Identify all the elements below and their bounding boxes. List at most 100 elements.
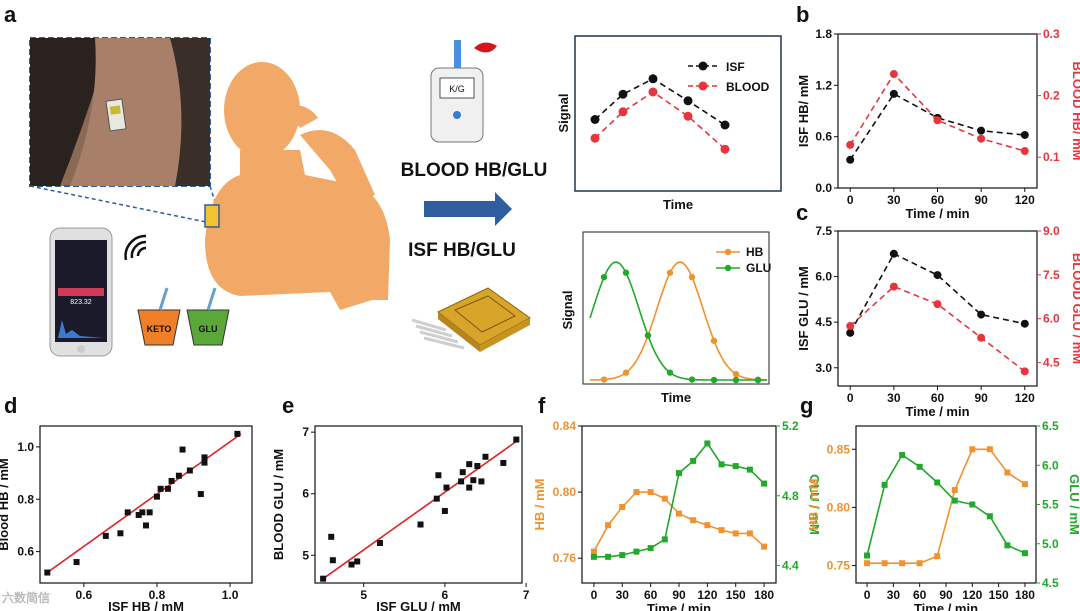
glu-cup-label: GLU bbox=[199, 324, 218, 334]
f-data-point bbox=[761, 480, 768, 487]
g-y2label: GLU / mM bbox=[1067, 474, 1080, 535]
f-data-point bbox=[619, 503, 626, 510]
d-xtick-label: 0.8 bbox=[149, 588, 166, 602]
g-data-point bbox=[916, 463, 923, 470]
schematic-bottom-data-point bbox=[622, 269, 630, 276]
b-ytick-label: 1.8 bbox=[815, 27, 832, 41]
g-data-point bbox=[899, 452, 906, 459]
f-data-point bbox=[690, 517, 697, 524]
schematic-bottom-xlabel: Time bbox=[661, 390, 691, 405]
wireless-icon bbox=[124, 234, 147, 261]
e-data-point bbox=[435, 472, 442, 479]
b-xtick-label: 30 bbox=[887, 193, 901, 207]
e-data-point bbox=[470, 477, 477, 484]
e-data-point bbox=[376, 539, 383, 546]
e-xtick-label: 6 bbox=[442, 588, 449, 602]
f-xtick-label: 90 bbox=[672, 588, 686, 602]
e-plot-frame bbox=[314, 425, 523, 584]
e-ytick-label: 6 bbox=[302, 487, 309, 501]
f-data-point bbox=[661, 536, 668, 543]
skin-patch-sensor bbox=[204, 204, 220, 228]
c-data-point bbox=[846, 328, 855, 337]
schematic-bottom-data-point bbox=[600, 376, 608, 383]
keto-cup: KETO bbox=[137, 287, 181, 346]
b-y2tick-label: 0.3 bbox=[1043, 27, 1060, 41]
f-y2tick-label: 5.2 bbox=[782, 419, 799, 433]
g-ytick-label: 0.75 bbox=[827, 559, 851, 573]
schematic-top-xlabel: Time bbox=[663, 197, 693, 212]
keto-cup-label: KETO bbox=[147, 324, 172, 334]
schematic-top-data-point bbox=[720, 120, 730, 130]
d-data-point bbox=[164, 485, 171, 492]
f-xtick-label: 180 bbox=[754, 588, 774, 602]
g-xlabel: Time / min bbox=[914, 601, 978, 611]
e-data-point bbox=[354, 558, 361, 565]
b-ytick-label: 1.2 bbox=[815, 78, 832, 92]
e-data-point bbox=[459, 469, 466, 476]
d-data-point bbox=[117, 530, 124, 537]
c-series-line bbox=[849, 252, 1025, 334]
b-series-line bbox=[849, 72, 1026, 152]
schematic-bottom-data-point bbox=[644, 332, 652, 339]
c-xtick-label: 120 bbox=[1015, 391, 1035, 405]
g-data-point bbox=[899, 560, 906, 567]
f-data-point bbox=[647, 545, 654, 552]
c-xlabel: Time / min bbox=[905, 404, 969, 419]
c-data-point bbox=[1020, 367, 1029, 376]
meter-display: K/G bbox=[449, 84, 465, 94]
e-ytick-label: 5 bbox=[302, 548, 309, 562]
f-ylabel: HB / mM bbox=[532, 479, 547, 531]
d-data-point bbox=[143, 522, 149, 529]
b-data-point bbox=[846, 155, 855, 164]
c-data-point bbox=[933, 271, 942, 280]
d-data-point bbox=[168, 477, 175, 484]
c-ylabel: ISF GLU / mM bbox=[796, 266, 811, 351]
schematic-bottom-legend-label: GLU bbox=[746, 261, 771, 275]
b-data-point bbox=[846, 140, 855, 149]
schematic-bottom-data-point bbox=[622, 369, 630, 376]
f-xtick-label: 150 bbox=[726, 588, 746, 602]
f-y2tick-label: 4.8 bbox=[782, 489, 799, 503]
g-ytick-label: 0.85 bbox=[827, 442, 851, 456]
f-data-point bbox=[633, 489, 640, 496]
g-data-point bbox=[969, 446, 976, 453]
schematic-top-data-point bbox=[648, 87, 658, 97]
f-data-point bbox=[704, 522, 711, 529]
schematic-top-data-point bbox=[590, 133, 600, 143]
c-data-point bbox=[933, 300, 942, 309]
g-series-line bbox=[866, 453, 1026, 556]
g-data-point bbox=[881, 560, 888, 567]
b-plot-frame bbox=[837, 33, 1038, 189]
e-data-point bbox=[328, 533, 335, 540]
d-data-point bbox=[139, 509, 146, 516]
g-data-point bbox=[916, 560, 923, 567]
g-data-point bbox=[951, 497, 958, 504]
d-data-point bbox=[197, 491, 204, 498]
b-y2tick-label: 0.1 bbox=[1043, 150, 1060, 164]
e-data-point bbox=[329, 557, 336, 564]
f-data-point bbox=[633, 548, 640, 555]
f-data-point bbox=[704, 440, 711, 447]
d-data-point bbox=[44, 569, 51, 576]
e-data-point bbox=[513, 436, 520, 443]
g-xtick-label: 120 bbox=[962, 588, 982, 602]
f-data-point bbox=[605, 522, 612, 529]
d-xlabel: ISF HB / mM bbox=[108, 599, 184, 611]
c-y2tick-label: 6.0 bbox=[1043, 312, 1060, 326]
schematic-bottom-series-line bbox=[590, 261, 767, 381]
f-data-point bbox=[590, 553, 597, 560]
f-data-point bbox=[746, 466, 753, 473]
e-data-point bbox=[458, 478, 465, 485]
d-data-point bbox=[186, 467, 193, 474]
f-y2label: GLU / mM bbox=[807, 474, 822, 535]
d-xtick-label: 1.0 bbox=[222, 588, 239, 602]
f-ytick-label: 0.84 bbox=[553, 419, 577, 433]
e-ylabel: BLOOD GLU / mM bbox=[271, 449, 286, 560]
b-ytick-label: 0.0 bbox=[815, 181, 832, 195]
e-xlabel: ISF GLU / mM bbox=[376, 599, 461, 611]
d-ytick-label: 0.6 bbox=[17, 545, 34, 559]
f-data-point bbox=[619, 552, 626, 559]
g-data-point bbox=[934, 479, 941, 486]
f-data-point bbox=[746, 530, 753, 537]
